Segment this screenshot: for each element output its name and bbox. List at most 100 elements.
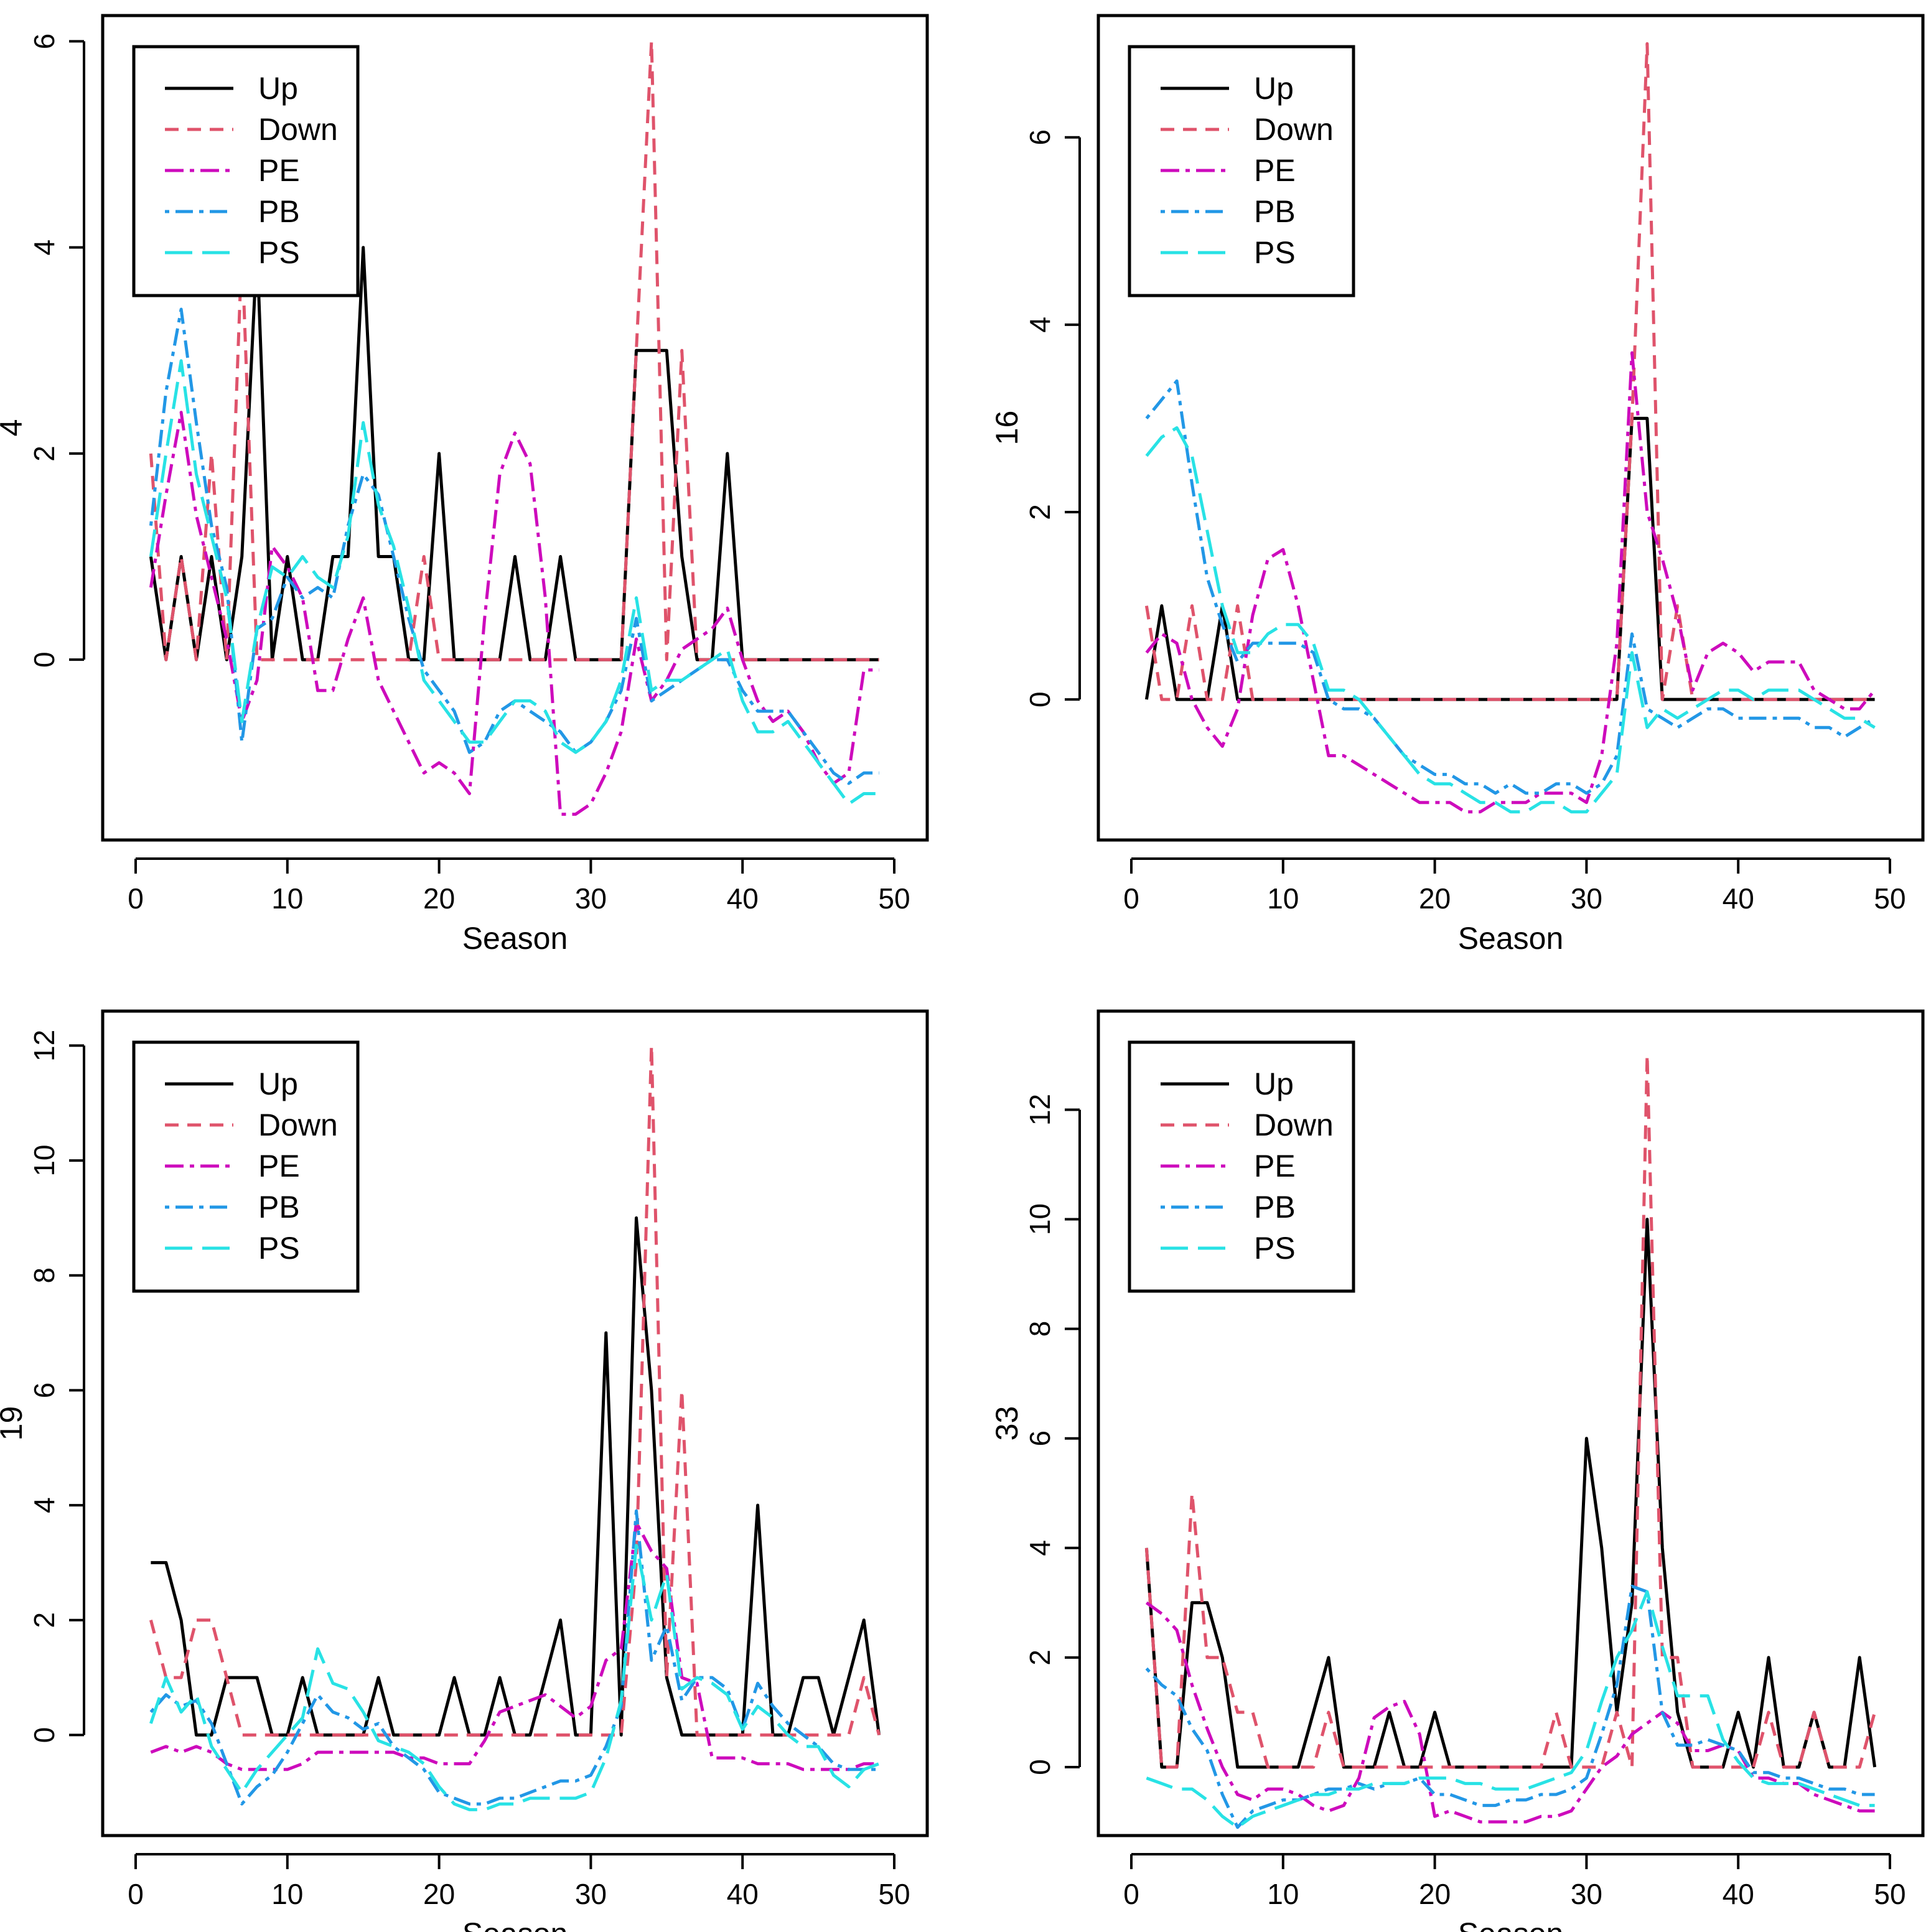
x-tick-label: 10	[271, 1878, 303, 1910]
y-tick-label: 0	[1024, 1759, 1056, 1775]
legend: Up Down PE PB PS	[1128, 1040, 1355, 1293]
y-tick-label: 10	[28, 1144, 60, 1176]
series-line-pb	[149, 1509, 879, 1806]
legend-label-pb: PB	[1254, 1190, 1296, 1225]
series-line-ps	[1145, 426, 1876, 814]
x-tick-label: 30	[575, 882, 607, 915]
legend-label-up: Up	[1254, 1066, 1294, 1101]
series-line-up	[151, 1216, 881, 1737]
x-tick-label: 50	[1874, 882, 1905, 915]
x-axis-label: Season	[462, 921, 568, 956]
y-axis-label: 4	[0, 419, 29, 437]
legend-label-up: Up	[258, 71, 298, 106]
series-line-ps	[149, 1544, 880, 1811]
series-line-up	[1144, 1218, 1877, 1769]
y-tick-label: 6	[28, 34, 60, 50]
x-tick-label: 10	[1267, 882, 1299, 915]
y-tick-label: 12	[28, 1030, 60, 1062]
legend-label-pb: PB	[258, 194, 300, 229]
y-tick-label: 10	[1024, 1203, 1056, 1235]
x-tick-label: 50	[878, 882, 910, 915]
x-tick-label: 0	[1123, 882, 1139, 915]
legend-label-pb: PB	[258, 1190, 300, 1225]
series-group	[149, 1043, 881, 1811]
legend-label-ps: PS	[258, 1231, 300, 1266]
x-tick-label: 20	[423, 882, 455, 915]
y-axis-label: 16	[989, 411, 1024, 446]
series-line-down	[149, 1043, 881, 1737]
x-tick-label: 20	[1419, 882, 1451, 915]
x-tick-label: 10	[271, 882, 303, 915]
legend-label-down: Down	[1254, 1108, 1334, 1142]
y-tick-label: 2	[28, 446, 60, 462]
x-tick-label: 50	[1874, 1878, 1905, 1910]
plot-frame	[1096, 1009, 1925, 1837]
x-tick-label: 30	[575, 1878, 607, 1910]
x-tick-label: 0	[1123, 1878, 1139, 1910]
series-line-pb	[149, 307, 879, 785]
series-line-down	[1144, 1053, 1877, 1769]
chart-panel-top-left: 0 10 20 30 40 50 Season 0 2 4 6 4 Up Down PE PB PS	[0, 14, 929, 956]
y-tick-label: 0	[28, 1727, 60, 1743]
y-tick-label: 4	[28, 1497, 60, 1513]
legend-label-pe: PE	[258, 1149, 300, 1183]
y-axis-label: 33	[989, 1406, 1024, 1441]
series-line-pe	[1145, 351, 1876, 814]
x-tick-label: 40	[1723, 1878, 1754, 1910]
chart-panel-bottom-right: 0 10 20 30 40 50 Season 0 2 4 6 8 10 12 33 Up Down PE PB PS	[989, 1009, 1925, 1932]
legend-label-ps: PS	[1254, 235, 1296, 270]
x-tick-label: 0	[128, 882, 144, 915]
legend-label-down: Down	[258, 112, 338, 147]
x-tick-label: 30	[1571, 1878, 1602, 1910]
y-tick-label: 0	[28, 651, 60, 668]
series-line-up	[1144, 416, 1875, 701]
legend-label-up: Up	[258, 1066, 298, 1101]
legend-label-pb: PB	[1254, 194, 1296, 229]
y-tick-label: 4	[28, 240, 60, 256]
x-axis-label: Season	[1458, 1916, 1564, 1932]
series-line-ps	[1146, 1590, 1875, 1829]
plot-frame	[101, 14, 929, 842]
chart-panel-top-right: 0 10 20 30 40 50 Season 0 2 4 6 16 Up Down PE PB PS	[989, 14, 1925, 956]
chart-panel-bottom-left: 0 10 20 30 40 50 Season 0 2 4 6 8 10 12 19 Up Down PE PB PS	[0, 1009, 929, 1932]
y-tick-label: 6	[28, 1383, 60, 1399]
series-group	[1144, 1053, 1877, 1829]
series-line-pe	[150, 1521, 879, 1771]
y-tick-label: 0	[1024, 691, 1056, 707]
x-tick-label: 20	[423, 1878, 455, 1910]
y-tick-label: 4	[1024, 317, 1056, 333]
legend-label-up: Up	[1254, 71, 1294, 106]
x-tick-label: 50	[878, 1878, 910, 1910]
legend-label-down: Down	[1254, 112, 1334, 147]
legend-label-pe: PE	[1254, 1149, 1296, 1183]
x-tick-label: 10	[1267, 1878, 1299, 1910]
legend-label-pe: PE	[258, 153, 300, 188]
y-tick-label: 8	[1024, 1321, 1056, 1337]
series-line-pe	[149, 411, 879, 816]
y-axis-label: 19	[0, 1406, 29, 1441]
y-tick-label: 6	[1024, 129, 1056, 146]
legend-label-ps: PS	[1254, 1231, 1296, 1266]
series-line-pb	[1145, 379, 1876, 795]
y-tick-label: 12	[1024, 1094, 1056, 1126]
x-axis-label: Season	[462, 1916, 568, 1932]
plot-frame	[101, 1009, 929, 1837]
legend-label-ps: PS	[258, 235, 300, 270]
y-tick-label: 2	[1024, 1650, 1056, 1666]
x-tick-label: 0	[128, 1878, 144, 1910]
legend: Up Down PE PB PS	[132, 1040, 360, 1293]
y-tick-label: 2	[28, 1612, 60, 1628]
x-axis-label: Season	[1458, 921, 1564, 956]
series-group	[149, 39, 879, 816]
series-line-pe	[1145, 1601, 1875, 1824]
plot-frame	[1096, 14, 1925, 842]
y-tick-label: 6	[1024, 1430, 1056, 1447]
x-tick-label: 30	[1571, 882, 1602, 915]
series-line-down	[149, 39, 879, 661]
y-tick-label: 8	[28, 1267, 60, 1284]
series-line-up	[149, 246, 879, 661]
legend: Up Down PE PB PS	[132, 45, 360, 297]
x-tick-label: 40	[727, 882, 759, 915]
y-tick-label: 4	[1024, 1540, 1056, 1556]
